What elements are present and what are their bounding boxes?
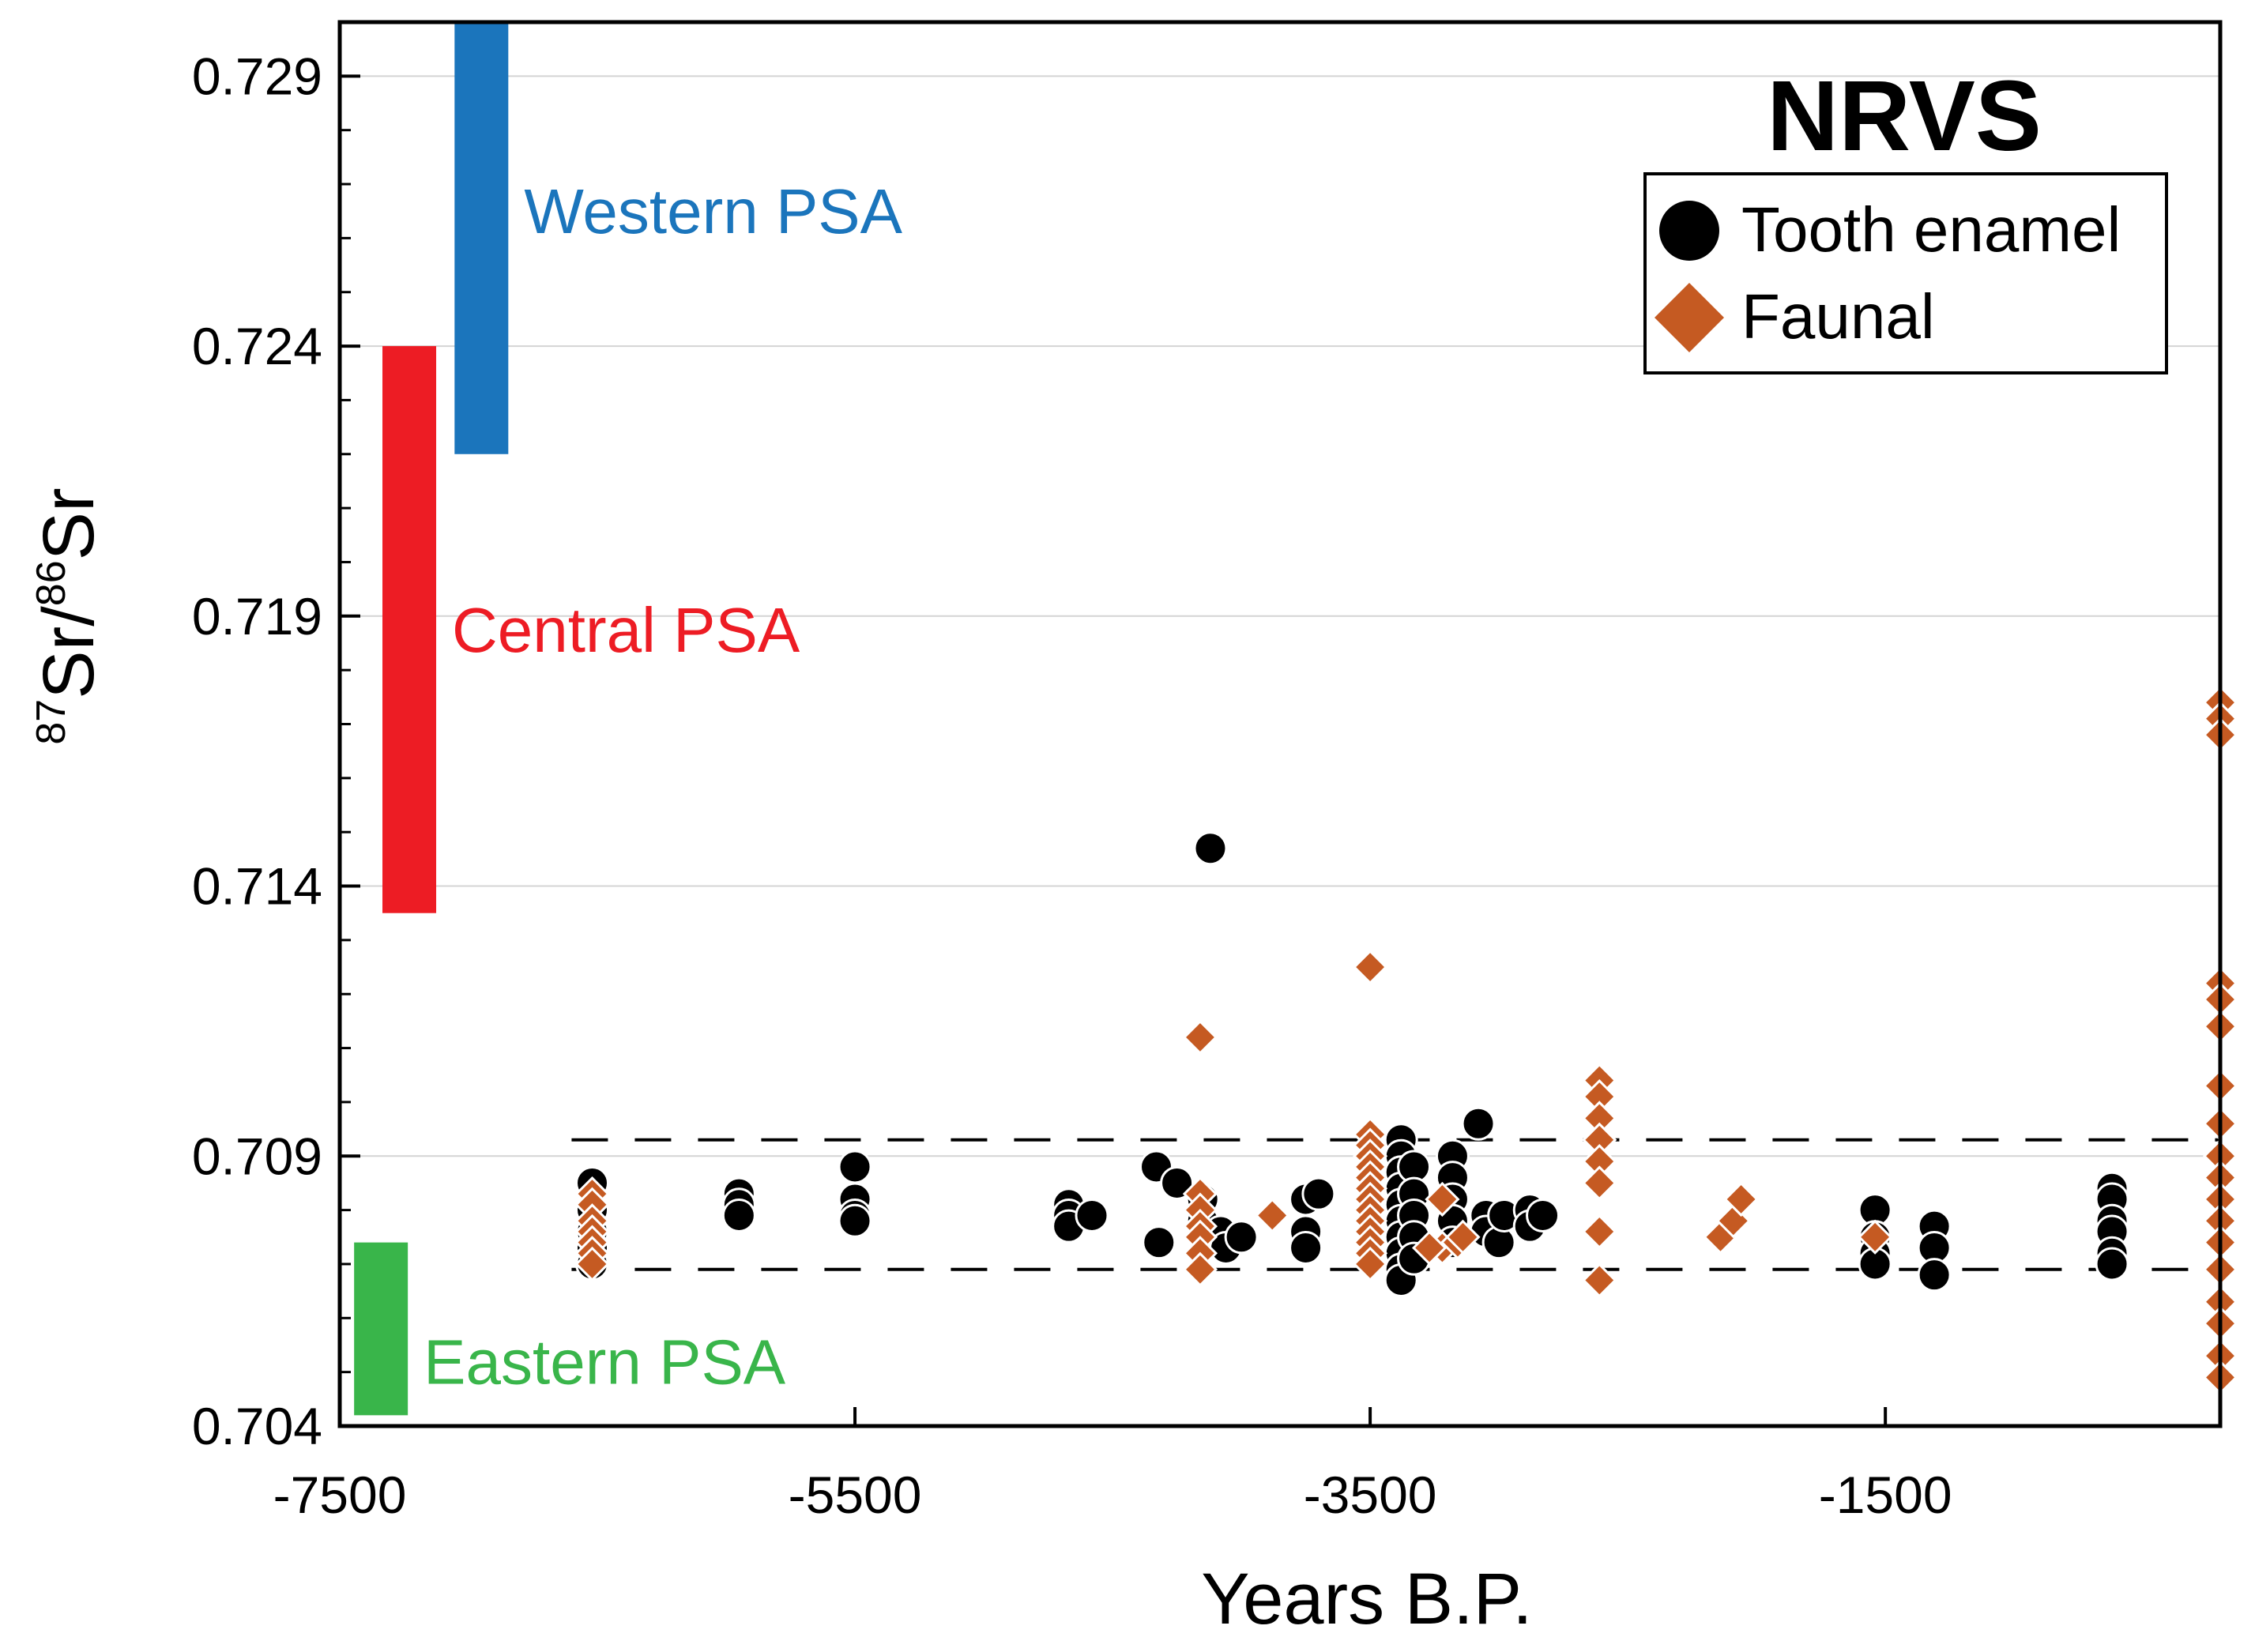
legend: Tooth enamel Faunal xyxy=(1643,172,2168,374)
tooth-enamel-point-64 xyxy=(1917,1258,1952,1293)
y-axis-title: 87Sr/86Sr xyxy=(28,487,109,744)
faunal-point-7 xyxy=(1182,1019,1218,1056)
faunal-point-44 xyxy=(1723,1181,1759,1217)
y-tick-label-2: 0.714 xyxy=(192,857,322,916)
faunal-point-41 xyxy=(1582,1263,1617,1298)
tooth-enamel-point-11 xyxy=(838,1203,872,1238)
range-bar-western-psa xyxy=(454,22,509,454)
tooth-enamel-point-7 xyxy=(721,1198,756,1232)
data-points xyxy=(574,685,2238,1395)
x-tick-label-0: -7500 xyxy=(273,1466,407,1524)
range-label-central-psa: Central PSA xyxy=(452,595,800,665)
faunal-point-40 xyxy=(1582,1214,1617,1250)
range-label-eastern-psa: Eastern PSA xyxy=(424,1326,786,1397)
range-bar-eastern-psa xyxy=(354,1242,408,1416)
legend-diamond-marker xyxy=(1655,283,1724,352)
legend-box xyxy=(1643,172,2168,374)
range-label-western-psa: Western PSA xyxy=(524,176,902,246)
y-tick-label-1: 0.709 xyxy=(192,1127,322,1185)
tooth-enamel-point-29 xyxy=(1301,1176,1336,1211)
range-bar-central-psa xyxy=(382,346,437,913)
legend-circle-marker xyxy=(1659,201,1719,261)
x-tick-label-1: -5500 xyxy=(789,1466,922,1524)
faunal-point-13 xyxy=(1182,1251,1218,1287)
tooth-enamel-point-57 xyxy=(1526,1198,1560,1232)
faunal-point-6 xyxy=(574,1246,610,1282)
y-tick-label-3: 0.719 xyxy=(192,587,322,645)
y-axis-title-base1: Sr/ xyxy=(28,606,109,699)
faunal-point-39 xyxy=(1582,1165,1617,1201)
region-ranges: Western PSA Central PSA Eastern PSA xyxy=(354,22,903,1416)
faunal-point-45 xyxy=(1858,1219,1893,1255)
tooth-enamel-point-18 xyxy=(1142,1225,1176,1260)
chart-title: NRVS xyxy=(1767,60,2042,171)
y-tick-label-0: 0.704 xyxy=(192,1397,322,1455)
tooth-enamel-point-28 xyxy=(1289,1230,1323,1265)
tooth-enamel-point-17 xyxy=(1160,1165,1195,1200)
tooth-enamel-point-19 xyxy=(1193,831,1228,866)
y-axis-title-sup2: 86 xyxy=(28,560,74,606)
tooth-enamel-point-8 xyxy=(838,1150,872,1184)
axis-ticks: 0.704 0.709 0.714 0.719 0.724 0.729 -7500 -5500… xyxy=(192,21,1952,1524)
tooth-enamel-point-25 xyxy=(1224,1220,1259,1255)
legend-label-tooth-enamel: Tooth enamel xyxy=(1741,194,2121,265)
x-tick-label-3: -1500 xyxy=(1819,1466,1952,1524)
legend-label-faunal: Faunal xyxy=(1741,281,1935,352)
y-axis-title-base2: Sr xyxy=(28,487,109,560)
tooth-enamel-point-15 xyxy=(1075,1198,1109,1232)
x-axis-title: Years B.P. xyxy=(1201,1559,1532,1639)
x-tick-label-2: -3500 xyxy=(1304,1466,1437,1524)
y-tick-label-5: 0.729 xyxy=(192,47,322,105)
y-tick-label-4: 0.724 xyxy=(192,317,322,375)
faunal-point-29 xyxy=(1425,1181,1460,1217)
faunal-point-14 xyxy=(1255,1198,1290,1233)
faunal-point-28 xyxy=(1352,1246,1388,1282)
faunal-point-33 xyxy=(1411,1230,1447,1266)
tooth-enamel-point-50 xyxy=(1461,1106,1496,1141)
faunal-point-32 xyxy=(1445,1219,1481,1255)
faunal-point-15 xyxy=(1352,949,1388,985)
y-axis-title-sup1: 87 xyxy=(28,699,74,745)
tooth-enamel-point-70 xyxy=(2095,1247,2129,1281)
